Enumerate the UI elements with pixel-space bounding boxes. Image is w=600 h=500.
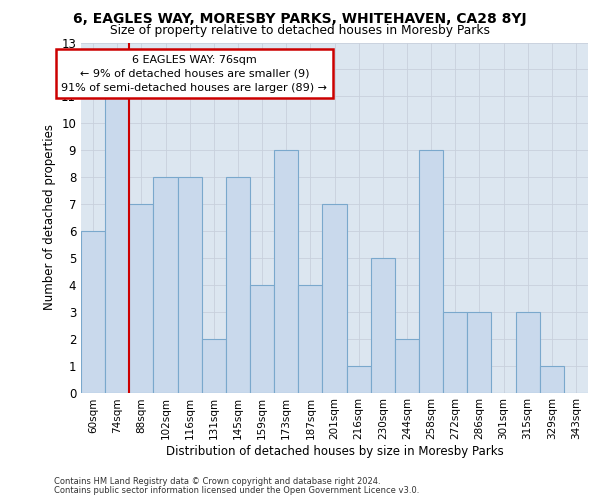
Bar: [178, 177, 202, 392]
Bar: [105, 96, 129, 393]
Bar: [154, 177, 178, 392]
Bar: [274, 150, 298, 392]
Bar: [322, 204, 347, 392]
X-axis label: Distribution of detached houses by size in Moresby Parks: Distribution of detached houses by size …: [166, 445, 503, 458]
Text: Size of property relative to detached houses in Moresby Parks: Size of property relative to detached ho…: [110, 24, 490, 37]
Bar: [540, 366, 564, 392]
Bar: [515, 312, 540, 392]
Bar: [467, 312, 491, 392]
Text: 6, EAGLES WAY, MORESBY PARKS, WHITEHAVEN, CA28 8YJ: 6, EAGLES WAY, MORESBY PARKS, WHITEHAVEN…: [73, 12, 527, 26]
Bar: [395, 338, 419, 392]
Bar: [81, 231, 105, 392]
Bar: [298, 285, 322, 393]
Bar: [347, 366, 371, 392]
Y-axis label: Number of detached properties: Number of detached properties: [43, 124, 56, 310]
Bar: [419, 150, 443, 392]
Text: Contains HM Land Registry data © Crown copyright and database right 2024.: Contains HM Land Registry data © Crown c…: [54, 477, 380, 486]
Bar: [129, 204, 154, 392]
Text: Contains public sector information licensed under the Open Government Licence v3: Contains public sector information licen…: [54, 486, 419, 495]
Bar: [443, 312, 467, 392]
Text: 6 EAGLES WAY: 76sqm
← 9% of detached houses are smaller (9)
91% of semi-detached: 6 EAGLES WAY: 76sqm ← 9% of detached hou…: [61, 54, 328, 92]
Bar: [202, 338, 226, 392]
Bar: [371, 258, 395, 392]
Bar: [250, 285, 274, 393]
Bar: [226, 177, 250, 392]
